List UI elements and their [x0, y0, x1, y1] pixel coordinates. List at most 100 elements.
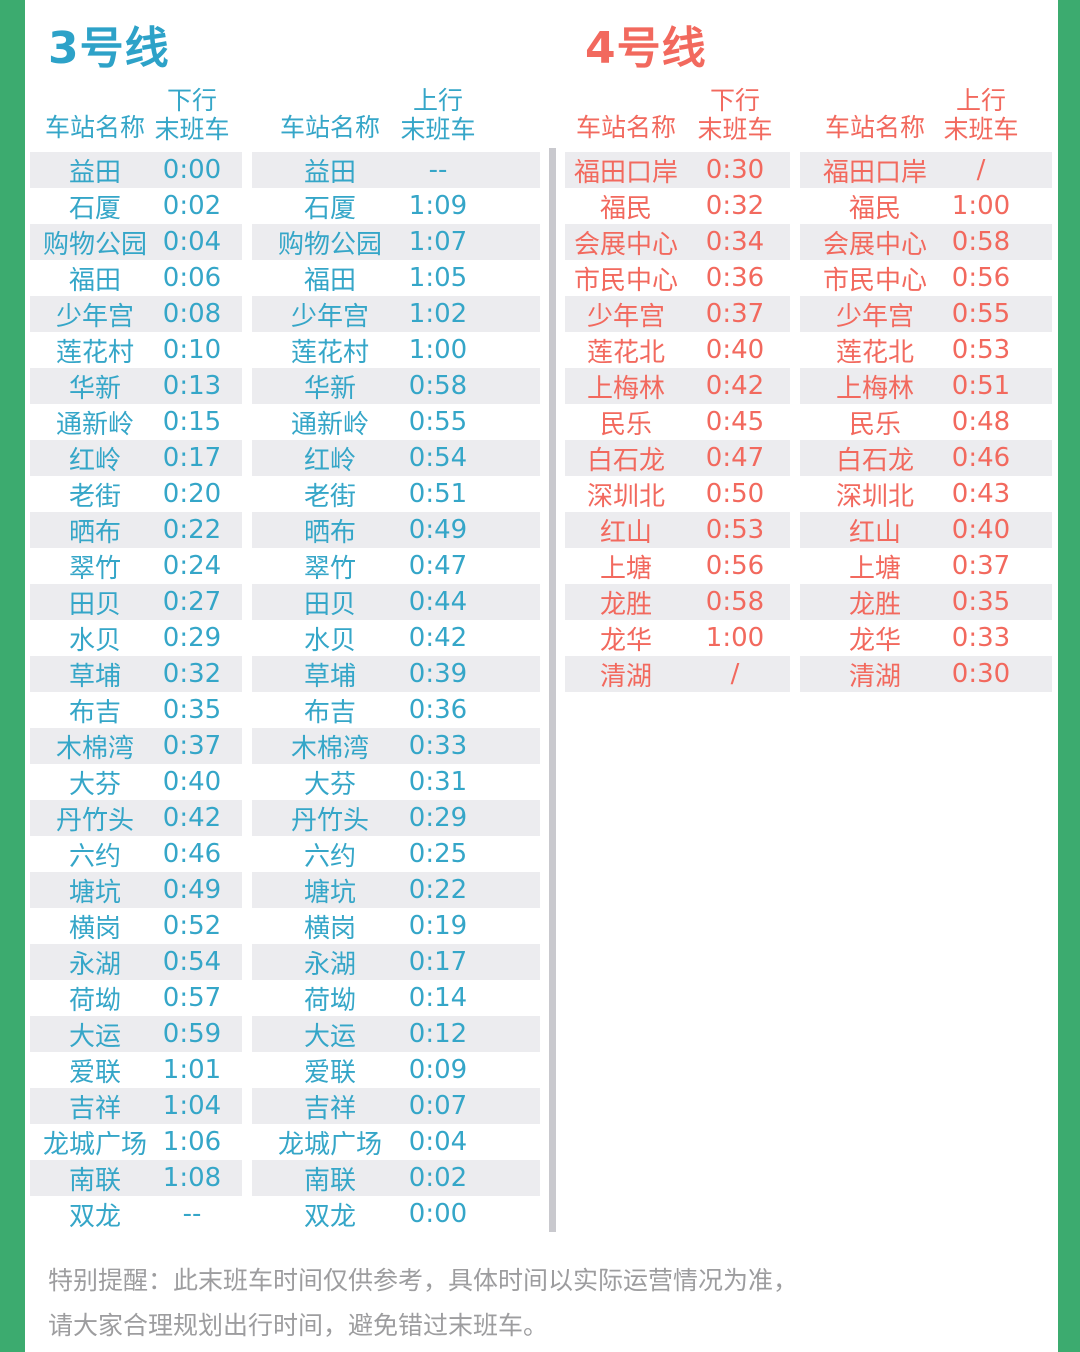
table-row: 双龙 0:00 — [252, 1196, 540, 1232]
station-name: 田贝 — [68, 589, 121, 620]
table-row: 莲花北 0:40 — [565, 332, 790, 368]
table-row: 市民中心 0:36 — [565, 260, 790, 296]
last-train-time: 0:58 — [951, 227, 1011, 257]
last-train-time: 0:31 — [408, 767, 468, 797]
last-train-time: 0:43 — [951, 479, 1011, 509]
station-name: 民乐 — [848, 409, 901, 440]
table-row: 莲花村 1:00 — [252, 332, 540, 368]
last-train-time: 0:29 — [408, 803, 468, 833]
last-train-time: 1:05 — [408, 263, 468, 293]
last-train-time: -- — [182, 1199, 202, 1229]
last-train-time: 0:48 — [951, 407, 1011, 437]
last-train-time: 0:27 — [162, 587, 222, 617]
station-name: 益田 — [303, 157, 356, 188]
last-train-time: 1:08 — [162, 1163, 222, 1193]
last-train-time: 0:20 — [162, 479, 222, 509]
station-name: 福民 — [599, 193, 652, 224]
last-train-time: 0:55 — [408, 407, 468, 437]
station-name: 少年宫 — [835, 301, 914, 332]
last-train-time: 0:33 — [408, 731, 468, 761]
line3-up-table-header: 车站名称 上行 末班车 — [252, 84, 540, 152]
content-area: 3号线 车站名称 下行 末班车 益田 0:00 石厦 0:02 购物公园 0:04 福田 0:… — [25, 0, 1058, 1352]
station-name: 白石龙 — [835, 445, 914, 476]
table-row: 通新岭 0:15 — [30, 404, 242, 440]
last-train-label: 末班车 — [154, 115, 230, 144]
station-name: 田贝 — [303, 589, 356, 620]
last-train-time: 0:47 — [408, 551, 468, 581]
table-row: 丹竹头 0:29 — [252, 800, 540, 836]
down-last-train-header: 下行 末班车 — [687, 86, 783, 144]
last-train-time: 0:45 — [705, 407, 765, 437]
last-train-time: 0:06 — [162, 263, 222, 293]
last-train-time: 1:09 — [408, 191, 468, 221]
last-train-time: -- — [428, 155, 448, 185]
last-train-time: 0:51 — [951, 371, 1011, 401]
last-train-time: 0:08 — [162, 299, 222, 329]
direction-label: 上行 — [412, 86, 463, 115]
station-name: 通新岭 — [55, 409, 134, 440]
last-train-time: 0:15 — [162, 407, 222, 437]
last-train-time: 0:04 — [162, 227, 222, 257]
last-train-time: 1:04 — [162, 1091, 222, 1121]
lines-columns: 3号线 车站名称 下行 末班车 益田 0:00 石厦 0:02 购物公园 0:04 福田 0:… — [25, 20, 1058, 1232]
station-name: 福田口岸 — [822, 157, 927, 188]
station-name: 横岗 — [303, 913, 356, 944]
last-train-time: 0:40 — [162, 767, 222, 797]
station-name: 石厦 — [68, 193, 121, 224]
table-row: 翠竹 0:47 — [252, 548, 540, 584]
last-train-time: 0:36 — [705, 263, 765, 293]
station-name: 大运 — [68, 1021, 121, 1052]
station-name: 晒布 — [303, 517, 356, 548]
last-train-time: 0:17 — [408, 947, 468, 977]
last-train-time: 0:46 — [951, 443, 1011, 473]
last-train-time: 0:12 — [408, 1019, 468, 1049]
station-name: 市民中心 — [822, 265, 927, 296]
table-row: 翠竹 0:24 — [30, 548, 242, 584]
last-train-time: 0:37 — [951, 551, 1011, 581]
table-row: 益田 0:00 — [30, 152, 242, 188]
table-row: 荷坳 0:14 — [252, 980, 540, 1016]
table-row: 购物公园 1:07 — [252, 224, 540, 260]
station-name: 少年宫 — [55, 301, 134, 332]
station-name: 大运 — [303, 1021, 356, 1052]
last-train-time: 0:17 — [162, 443, 222, 473]
table-row: 老街 0:20 — [30, 476, 242, 512]
station-name-header: 车站名称 — [824, 113, 925, 142]
station-name: 华新 — [303, 373, 356, 404]
station-name: 六约 — [303, 841, 356, 872]
table-row: 上塘 0:37 — [800, 548, 1052, 584]
last-train-label: 末班车 — [400, 115, 476, 144]
last-train-time: 0:25 — [408, 839, 468, 869]
station-name: 石厦 — [303, 193, 356, 224]
station-name-header: 车站名称 — [575, 113, 676, 142]
station-name: 木棉湾 — [55, 733, 134, 764]
line4-up-table: 车站名称 上行 末班车 福田口岸 / 福民 1:00 会展中心 0:58 市民中心 0:56 少… — [800, 84, 1052, 692]
station-name: 吉祥 — [303, 1093, 356, 1124]
last-train-time: 0:22 — [408, 875, 468, 905]
station-name: 木棉湾 — [290, 733, 369, 764]
station-name: 塘坑 — [303, 877, 356, 908]
station-name: 草埔 — [68, 661, 121, 692]
last-train-time: 0:47 — [705, 443, 765, 473]
table-row: 双龙 -- — [30, 1196, 242, 1232]
last-train-time: 0:30 — [951, 659, 1011, 689]
divider-bar — [549, 148, 556, 1232]
footer-line2: 请大家合理规划出行时间，避免错过末班车。 — [48, 1311, 549, 1340]
last-train-time: 0:19 — [408, 911, 468, 941]
last-train-time: 0:49 — [408, 515, 468, 545]
line3-title: 3号线 — [48, 23, 170, 74]
last-train-time: 0:40 — [951, 515, 1011, 545]
table-row: 塘坑 0:22 — [252, 872, 540, 908]
station-name: 双龙 — [303, 1201, 356, 1232]
table-row: 上塘 0:56 — [565, 548, 790, 584]
last-train-time: 0:00 — [162, 155, 222, 185]
table-row: 少年宫 0:55 — [800, 296, 1052, 332]
station-name: 市民中心 — [573, 265, 678, 296]
line4-up-rows: 福田口岸 / 福民 1:00 会展中心 0:58 市民中心 0:56 少年宫 0:55 莲花北 0:5… — [800, 152, 1052, 692]
line3-section: 3号线 车站名称 下行 末班车 益田 0:00 石厦 0:02 购物公园 0:04 福田 0:… — [25, 20, 540, 1232]
station-name: 会展中心 — [573, 229, 678, 260]
station-name: 龙胜 — [848, 589, 901, 620]
left-green-border — [0, 0, 25, 1352]
last-train-time: 0:10 — [162, 335, 222, 365]
footer-line1: 特别提醒：此末班车时间仅供参考，具体时间以实际运营情况为准， — [48, 1266, 799, 1295]
